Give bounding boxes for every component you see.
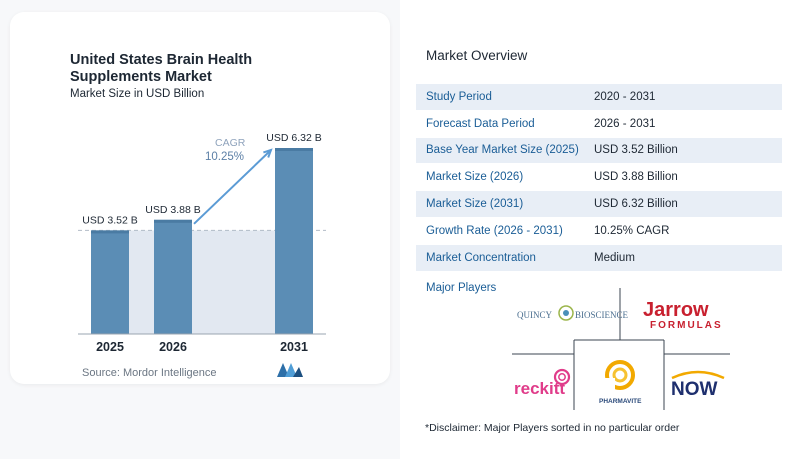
bar-value-label: USD 3.52 B — [82, 214, 137, 226]
chart-title: United States Brain Health Supplements M… — [70, 52, 253, 85]
table-row: Growth Rate (2026 - 2031) 10.25% CAGR — [416, 217, 782, 245]
row-value: USD 6.32 Billion — [594, 198, 678, 211]
bar-chart: USD 3.52 B 2025 USD 3.88 B 2026 USD 6.32 B 20… — [78, 132, 326, 354]
table-row: Base Year Market Size (2025) USD 3.52 Bi… — [416, 137, 782, 165]
bar-cap-2026 — [154, 219, 192, 223]
chart-subtitle: Market Size in USD Billion — [70, 88, 205, 100]
x-tick-label: 2026 — [159, 340, 187, 354]
row-value: Medium — [594, 251, 635, 264]
row-value: 2026 - 2031 — [594, 117, 656, 130]
row-label: Growth Rate (2026 - 2031) — [426, 224, 563, 237]
x-tick-label: 2025 — [96, 340, 124, 354]
row-label: Market Size (2026) — [426, 171, 524, 184]
row-value: 10.25% CAGR — [594, 224, 670, 237]
table-row: Study Period 2020 - 2031 — [416, 84, 782, 111]
bar-2026 — [154, 219, 192, 334]
row-value: 2020 - 2031 — [594, 90, 656, 103]
row-label: Base Year Market Size (2025) — [426, 144, 579, 157]
table-row: Forecast Data Period 2026 - 2031 — [416, 110, 782, 138]
table-row: Market Size (2031) USD 6.32 Billion — [416, 191, 782, 218]
row-value: USD 3.52 Billion — [594, 144, 678, 157]
bar-cap-2025 — [91, 230, 129, 234]
cagr-label: CAGR — [215, 137, 246, 149]
bar-value-label: USD 3.88 B — [145, 204, 200, 216]
major-players-title: Major Players — [426, 282, 497, 294]
overview-title: Market Overview — [426, 48, 528, 63]
x-tick-label: 2031 — [280, 340, 308, 354]
disclaimer-note: *Disclaimer: Major Players sorted in no … — [425, 422, 680, 434]
row-label: Market Size (2031) — [426, 198, 524, 211]
source-note: Source: Mordor Intelligence — [82, 367, 217, 379]
table-row: Market Concentration Medium — [416, 244, 782, 272]
mordor-logo-icon — [277, 363, 303, 377]
row-value: USD 3.88 Billion — [594, 171, 678, 184]
bar-2025 — [91, 230, 129, 334]
row-label: Study Period — [426, 90, 492, 103]
row-label: Market Concentration — [426, 251, 536, 264]
bar-cap-2031 — [275, 148, 313, 151]
bar-2031 — [275, 148, 313, 334]
cagr-value: 10.25% — [205, 151, 244, 163]
bar-value-label: USD 6.32 B — [266, 132, 321, 144]
row-label: Forecast Data Period — [426, 117, 535, 130]
table-row: Market Size (2026) USD 3.88 Billion — [416, 164, 782, 192]
overview-table: Study Period 2020 - 2031 Forecast Data P… — [416, 84, 782, 272]
growth-arrow-icon — [193, 148, 273, 225]
